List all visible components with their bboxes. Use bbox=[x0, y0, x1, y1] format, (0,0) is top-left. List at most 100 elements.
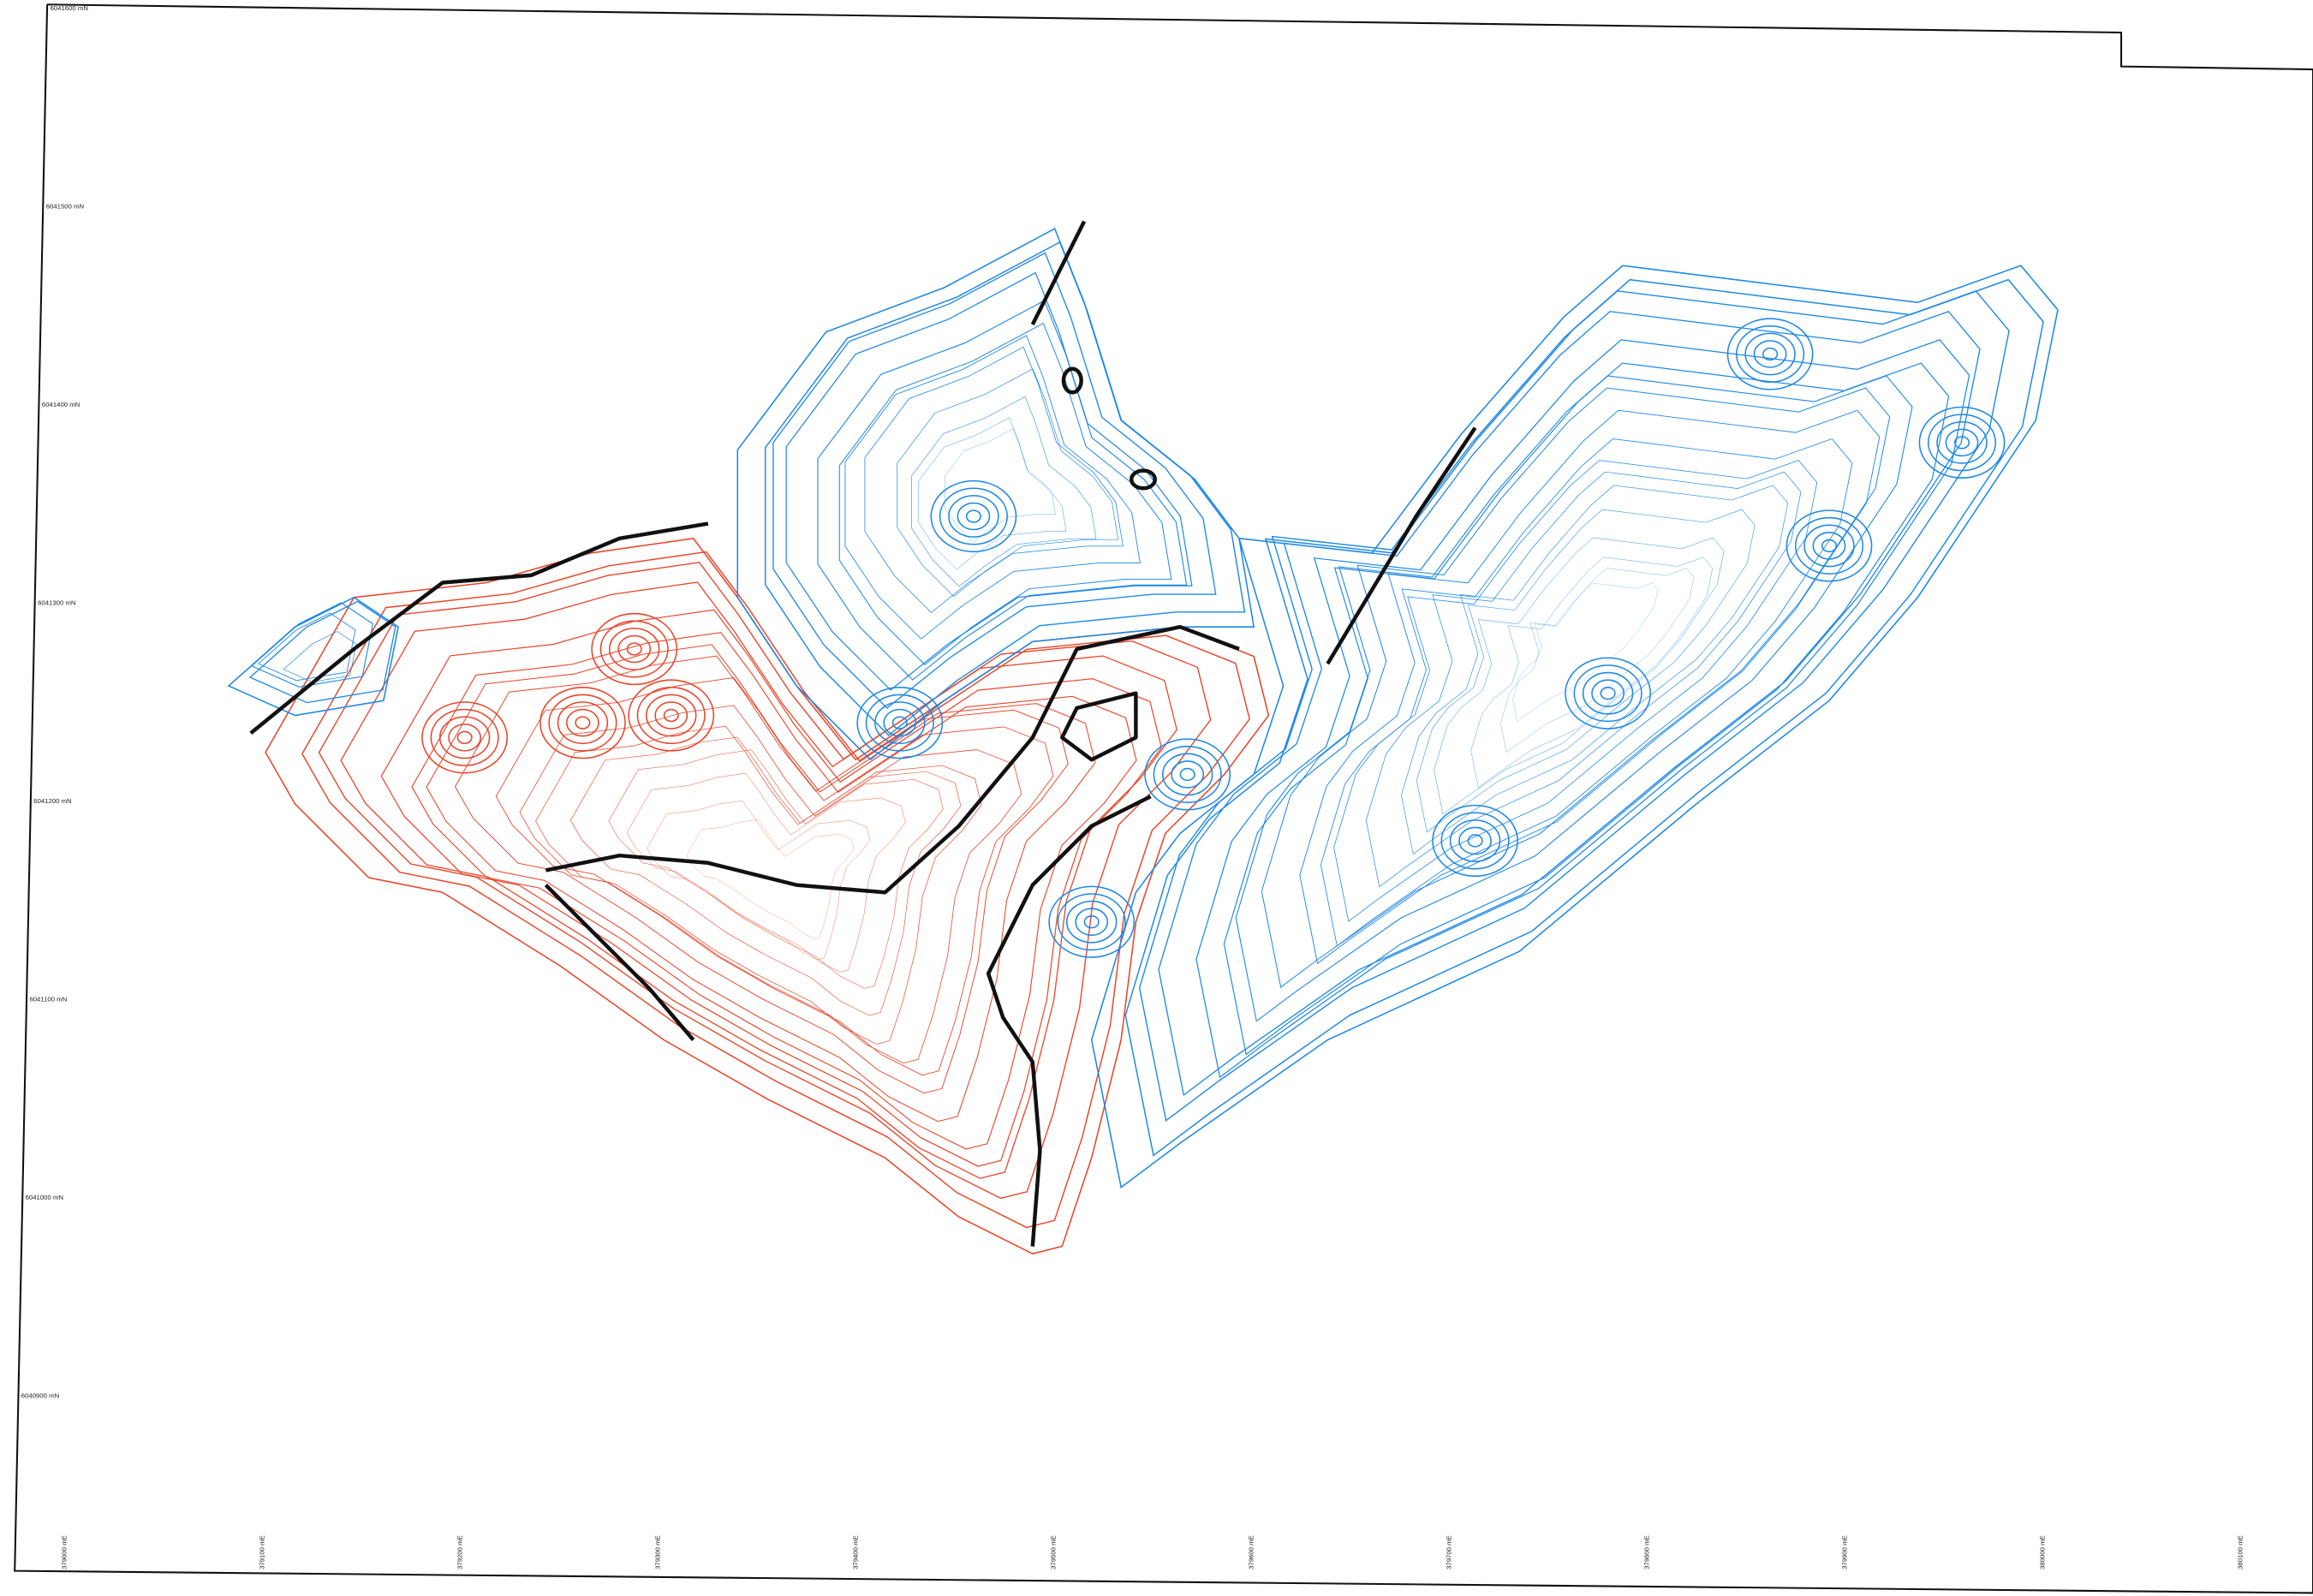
blue-contour bbox=[1236, 376, 1912, 1021]
red-hill bbox=[567, 710, 599, 736]
red-hill bbox=[618, 636, 650, 663]
blue-hill bbox=[1737, 326, 1804, 382]
red-hill bbox=[665, 710, 679, 722]
blue-hill bbox=[957, 503, 989, 529]
blue-contour bbox=[1125, 280, 2043, 1156]
blue-hill bbox=[1084, 916, 1099, 928]
easting-label: 380100 mE bbox=[2236, 1535, 2244, 1569]
blue-hill bbox=[1946, 429, 1977, 456]
red-hill bbox=[592, 614, 677, 685]
red-contour bbox=[647, 801, 870, 960]
blue-hill bbox=[1592, 680, 1624, 706]
red-hill bbox=[431, 710, 498, 765]
northing-label: 6041400 mN bbox=[42, 401, 80, 408]
red-hill bbox=[422, 702, 507, 773]
red-hill bbox=[600, 621, 668, 676]
blue-contour bbox=[1261, 388, 1889, 987]
blue-contour bbox=[845, 336, 1141, 639]
blue-contour bbox=[839, 324, 1171, 665]
northing-label: 6041200 mN bbox=[33, 797, 71, 805]
easting-label: 379700 mE bbox=[1445, 1535, 1452, 1569]
blue-contour bbox=[1300, 410, 1880, 963]
blue-hill bbox=[1919, 408, 2004, 479]
blue-contour bbox=[1224, 363, 1948, 1054]
red-contour bbox=[265, 539, 1268, 1254]
easting-label: 379500 mE bbox=[1050, 1535, 1058, 1569]
blue-hill bbox=[1433, 806, 1517, 877]
blue-hill bbox=[1451, 820, 1500, 861]
blue-hill bbox=[1574, 665, 1642, 721]
blue-hill bbox=[1601, 688, 1615, 700]
red-hill bbox=[557, 702, 607, 743]
blue-hill bbox=[1937, 422, 1987, 463]
northing-label: 6041300 mN bbox=[38, 599, 75, 607]
contour-lines bbox=[229, 229, 2058, 1254]
blue-hill bbox=[1180, 769, 1195, 781]
red-contour bbox=[381, 610, 1161, 1166]
red-hill bbox=[540, 688, 625, 759]
blue-hill bbox=[1754, 341, 1785, 367]
blue-contour bbox=[252, 603, 373, 687]
blue-hill bbox=[1822, 540, 1837, 552]
northing-label: 6041100 mN bbox=[29, 996, 67, 1003]
contour-map: 6041600 mN 6041500 mN 6041400 mN 6041300 mN… bbox=[0, 0, 2313, 1596]
red-hill bbox=[457, 731, 472, 743]
blue-contour bbox=[1196, 340, 1970, 1077]
blue-contour bbox=[1159, 312, 1980, 1095]
blue-hill bbox=[1796, 518, 1863, 574]
blue-hill bbox=[1565, 658, 1650, 729]
blue-hill bbox=[1058, 894, 1125, 950]
blue-hill bbox=[1786, 510, 1871, 581]
blue-contour bbox=[1092, 265, 2058, 1188]
red-contour bbox=[627, 773, 905, 972]
blue-hill bbox=[940, 488, 1008, 544]
blue-contour bbox=[766, 242, 1245, 735]
easting-label: 379800 mE bbox=[1642, 1535, 1650, 1569]
easting-label: 379400 mE bbox=[852, 1535, 860, 1569]
easting-label: 379900 mE bbox=[1840, 1535, 1848, 1569]
easting-label: 379200 mE bbox=[456, 1535, 464, 1569]
red-hill bbox=[627, 643, 641, 655]
blue-hill bbox=[967, 510, 981, 522]
blue-contour bbox=[1140, 291, 2009, 1121]
blue-hill bbox=[1171, 761, 1203, 788]
blue-hill bbox=[1163, 753, 1213, 795]
easting-label: 379600 mE bbox=[1248, 1535, 1255, 1569]
blue-hill bbox=[1813, 533, 1845, 559]
blue-contour bbox=[1366, 472, 1801, 886]
red-contour bbox=[302, 552, 1249, 1228]
red-hill bbox=[629, 680, 713, 751]
blue-hill bbox=[1804, 525, 1854, 566]
blue-hill bbox=[1928, 414, 1996, 470]
page: 6041600 mN 6041500 mN 6041400 mN 6041300 mN… bbox=[0, 0, 2313, 1596]
red-hill bbox=[440, 717, 490, 758]
zero-contour bbox=[251, 221, 1475, 1246]
northing-label: 6041600 mN bbox=[51, 4, 88, 12]
blue-hill bbox=[931, 481, 1016, 552]
blue-hill bbox=[1459, 827, 1491, 854]
blue-contour bbox=[1500, 569, 1694, 753]
red-hill bbox=[655, 702, 687, 729]
northing-label: 6041000 mN bbox=[26, 1194, 63, 1201]
blue-hill bbox=[1583, 673, 1633, 714]
blue-contour bbox=[1416, 509, 1755, 832]
blue-hill bbox=[1154, 747, 1221, 802]
blue-hill bbox=[1745, 333, 1795, 374]
red-contour bbox=[609, 750, 943, 988]
blue-hill bbox=[1049, 886, 1134, 957]
easting-label: 379000 mE bbox=[61, 1535, 69, 1569]
blue-contour bbox=[229, 598, 398, 716]
easting-label: 380000 mE bbox=[2038, 1535, 2046, 1569]
blue-contour bbox=[737, 229, 1254, 759]
northing-label: 6041500 mN bbox=[46, 203, 84, 211]
red-contour bbox=[319, 563, 1210, 1199]
red-hill bbox=[449, 724, 480, 751]
map-frame bbox=[15, 4, 2313, 1593]
blue-hill bbox=[949, 496, 999, 537]
easting-label: 379300 mE bbox=[654, 1535, 662, 1569]
blue-hill bbox=[1727, 319, 1812, 390]
easting-label: 379100 mE bbox=[259, 1535, 266, 1569]
red-hill bbox=[610, 628, 659, 670]
red-contour bbox=[520, 706, 1022, 1063]
northing-label: 6040900 mN bbox=[21, 1392, 59, 1400]
